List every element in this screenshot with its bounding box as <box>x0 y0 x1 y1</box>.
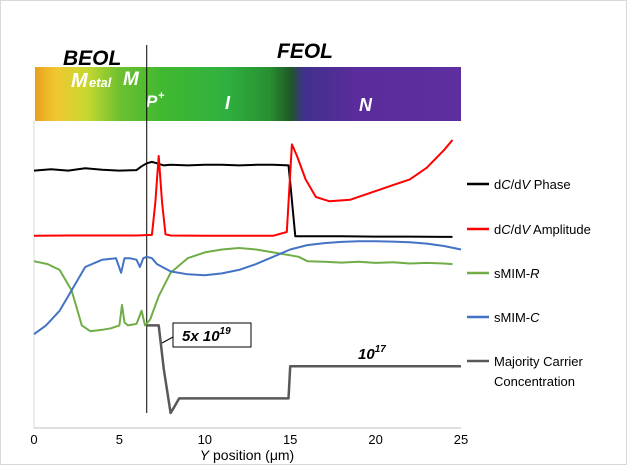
region-metal-rest: etal <box>89 75 112 90</box>
legend-label-dc-dv-phase: dC/dV Phase <box>494 177 571 192</box>
region-p: P <box>146 92 158 111</box>
x-tick-label: 0 <box>30 432 37 447</box>
legend-label-smim-c: sMIM-C <box>494 310 540 325</box>
series-line-dc-dv-amplitude <box>34 140 453 236</box>
tick-layer: 0 5 10 15 20 25 <box>30 432 468 447</box>
x-axis-label-rest: position (μm) <box>209 447 294 463</box>
x-tick-label: 20 <box>368 432 382 447</box>
region-p-sup: + <box>158 90 165 102</box>
series-line-smim-r <box>34 248 453 331</box>
conc-high-base: 5x 10 <box>182 328 220 345</box>
x-tick-label: 25 <box>454 432 468 447</box>
legend-label-smim-r: sMIM-R <box>494 266 540 281</box>
conc-low-exp: 17 <box>375 344 387 355</box>
conc-high-pointer <box>162 337 173 343</box>
x-axis-label: Y position (μm) <box>200 447 294 463</box>
x-tick-label: 10 <box>198 432 212 447</box>
header-beol: BEOL <box>63 47 121 70</box>
conc-low-label: 1017 <box>358 344 386 363</box>
legend: dC/dV Phase dC/dV Amplitude sMIM-R sMIM-C Ma… <box>467 177 591 389</box>
series-line-dc-dv-phase <box>34 162 453 237</box>
region-n: N <box>359 95 373 115</box>
legend-label-dc-dv-amplitude: dC/dV Amplitude <box>494 222 591 237</box>
region-metal-initial: M <box>71 70 89 92</box>
series-line-smim-c <box>34 241 461 334</box>
conc-low-base: 10 <box>358 346 375 363</box>
header-feol: FEOL <box>277 40 333 63</box>
conc-high-exp: 19 <box>220 326 232 337</box>
legend-label-majority-carrier-concentration: Majority Carrier Concentration <box>494 354 584 389</box>
x-tick-label: 5 <box>116 432 123 447</box>
region-m: M <box>123 69 140 90</box>
x-tick-label: 15 <box>283 432 297 447</box>
series-layer <box>34 140 461 413</box>
